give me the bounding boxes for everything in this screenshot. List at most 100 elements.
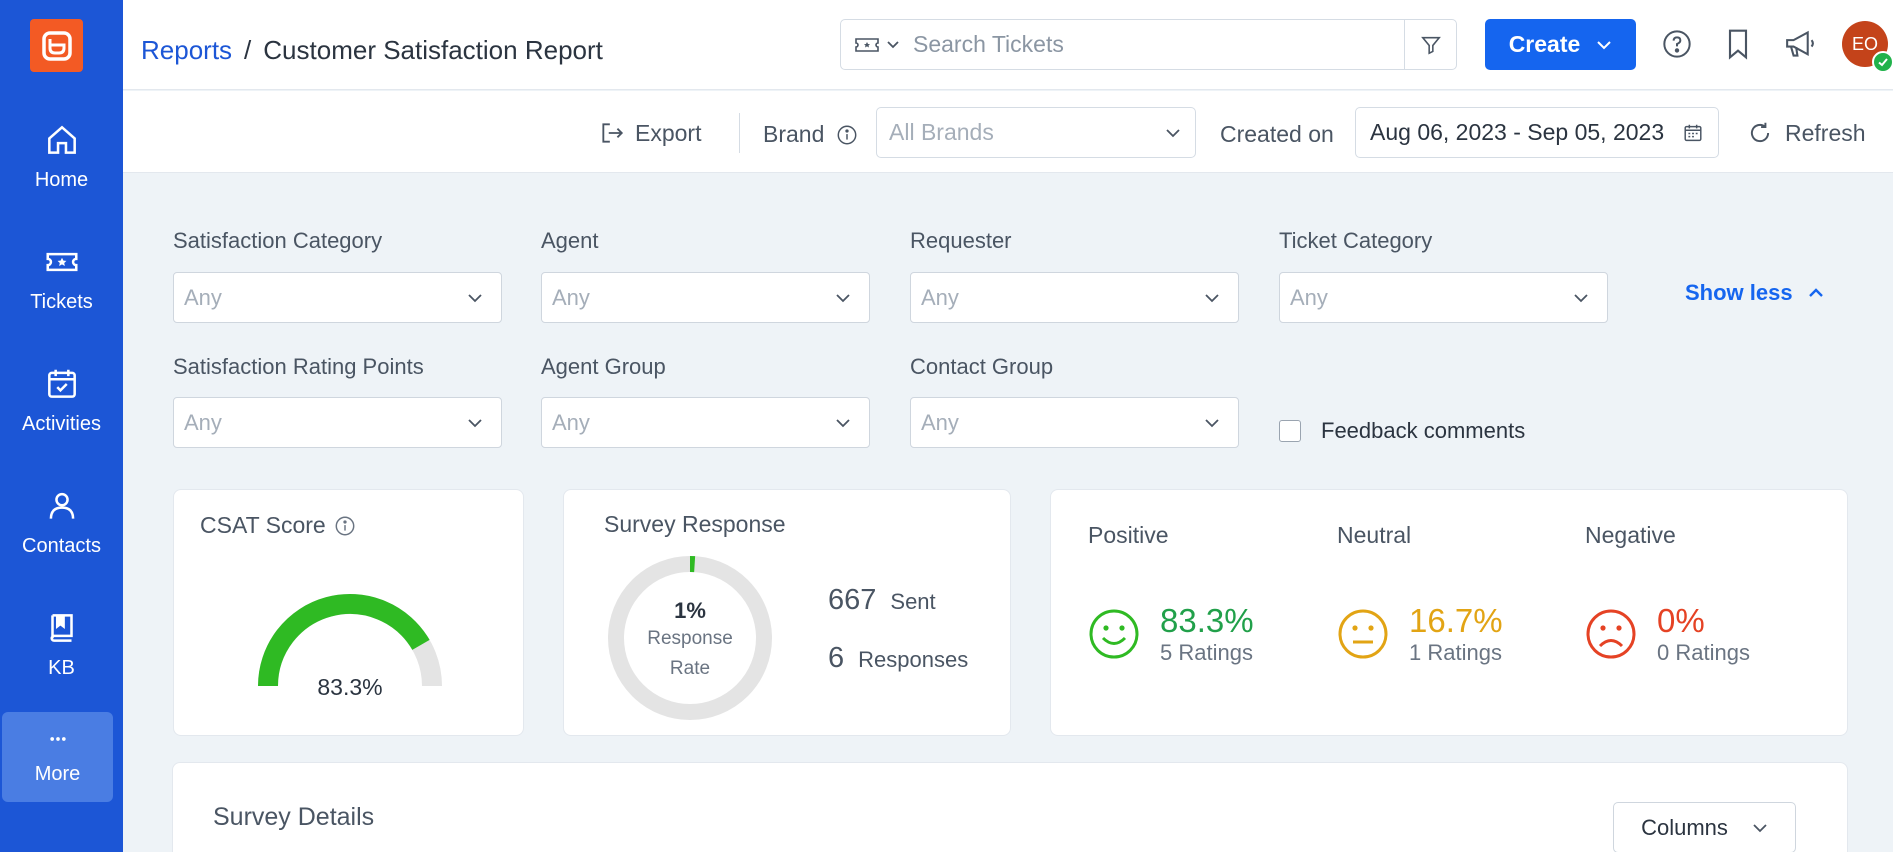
search-filter-button[interactable]	[1404, 20, 1456, 69]
sidebar-item-tickets[interactable]: Tickets	[0, 228, 123, 328]
person-icon	[49, 492, 74, 519]
select-value: Any	[921, 284, 959, 310]
show-less-button[interactable]: Show less	[1685, 280, 1825, 306]
ticket-category-select[interactable]: Any	[1279, 272, 1608, 323]
calendar-check-icon	[47, 369, 76, 398]
more-dots-icon	[49, 736, 66, 741]
chevron-down-icon	[836, 293, 850, 302]
refresh-icon	[1750, 122, 1770, 143]
response-rate-label-1: Response	[647, 628, 733, 649]
date-range-picker[interactable]: Aug 06, 2023 - Sep 05, 2023	[1355, 107, 1719, 158]
sidebar-item-more[interactable]: More	[2, 712, 113, 802]
select-value: Any	[921, 409, 959, 435]
page-title: Customer Satisfaction Report	[263, 35, 603, 65]
logo-icon	[41, 30, 72, 61]
ticket-icon	[855, 37, 879, 52]
columns-label: Columns	[1641, 814, 1728, 840]
sidebar-item-label: Activities	[22, 412, 101, 435]
satisfaction-rating-points-select[interactable]: Any	[173, 397, 502, 448]
contact-group-select[interactable]: Any	[910, 397, 1239, 448]
brand-label: Brand	[763, 121, 858, 148]
chevron-down-icon	[1205, 293, 1219, 302]
select-value: Any	[552, 284, 590, 310]
refresh-button[interactable]: Refresh	[1747, 113, 1866, 153]
neutral-stat: 16.7% 1 Ratings	[1337, 602, 1503, 666]
sidebar-item-activities[interactable]: Activities	[0, 350, 123, 450]
chevron-down-icon	[468, 418, 482, 427]
bookmark-button[interactable]	[1721, 27, 1755, 61]
gauge-fill	[258, 594, 430, 687]
top-header: Reports / Customer Satisfaction Report Cre…	[123, 0, 1893, 90]
agent-group-label: Agent Group	[541, 354, 666, 379]
agent-select[interactable]: Any	[541, 272, 870, 323]
export-icon	[602, 123, 624, 143]
chevron-up-icon	[1808, 288, 1823, 297]
responses-label: Responses	[858, 647, 969, 672]
brand-select[interactable]: All Brands	[876, 107, 1196, 158]
breadcrumb-separator: /	[244, 35, 252, 65]
info-icon[interactable]	[334, 515, 356, 537]
satisfaction-category-select[interactable]: Any	[173, 272, 502, 323]
avatar-initials: EO	[1851, 33, 1878, 54]
columns-button[interactable]: Columns	[1613, 802, 1796, 852]
avatar[interactable]: EO	[1842, 21, 1893, 73]
sidebar-item-kb[interactable]: KB	[0, 594, 123, 694]
feedback-comments-label: Feedback comments	[1321, 418, 1526, 443]
chevron-down-icon	[1753, 823, 1767, 832]
requester-select[interactable]: Any	[910, 272, 1239, 323]
app-logo[interactable]	[30, 19, 83, 72]
create-button-label: Create	[1508, 31, 1581, 57]
positive-label: Positive	[1088, 522, 1169, 548]
neutral-percent: 16.7%	[1409, 602, 1503, 639]
survey-title: Survey Response	[604, 511, 786, 537]
response-rate-center: 1% Response Rate	[608, 598, 772, 684]
search-type-dropdown[interactable]	[841, 20, 913, 69]
chevron-down-icon	[887, 40, 899, 48]
sidebar-item-contacts[interactable]: Contacts	[0, 472, 123, 572]
sentiment-card: Positive 83.3% 5 Ratings Neutral 16.7% 1…	[1050, 489, 1848, 736]
smile-icon	[1089, 609, 1139, 659]
neutral-ratings: 1 Ratings	[1409, 640, 1502, 665]
help-button[interactable]	[1660, 27, 1694, 61]
neutral-face-icon	[1338, 609, 1388, 659]
export-button[interactable]: Export	[599, 113, 701, 153]
sidebar-item-home[interactable]: Home	[0, 106, 123, 206]
survey-details-panel: Survey Details Columns	[172, 762, 1848, 852]
chevron-down-icon	[836, 418, 850, 427]
feedback-comments-toggle[interactable]: Feedback comments	[1279, 418, 1525, 444]
response-rate-donut	[608, 556, 772, 720]
sidebar-item-label: Home	[34, 168, 89, 191]
date-range-value: Aug 06, 2023 - Sep 05, 2023	[1370, 119, 1665, 145]
sent-stat: 667 Sent	[828, 584, 936, 617]
feedback-comments-checkbox[interactable]	[1279, 420, 1301, 442]
sidebar-item-label: Tickets	[30, 290, 93, 313]
report-toolbar: Export Brand All Brands Created on Aug 0…	[123, 91, 1893, 173]
info-icon[interactable]	[836, 124, 858, 146]
agent-label: Agent	[541, 228, 599, 253]
negative-label: Negative	[1585, 522, 1676, 548]
requester-label: Requester	[910, 228, 1012, 253]
response-rate-value: 1%	[674, 598, 706, 623]
sidebar-item-label: Contacts	[22, 534, 101, 557]
frown-icon	[1586, 609, 1636, 659]
home-icon	[47, 125, 76, 154]
select-value: Any	[1290, 284, 1328, 310]
breadcrumb-reports-link[interactable]: Reports	[141, 35, 233, 65]
survey-details-title: Survey Details	[213, 803, 375, 831]
show-less-label: Show less	[1685, 280, 1793, 305]
sidebar: Home Tickets Activities Contacts KB More	[0, 0, 123, 852]
select-value: Any	[552, 409, 590, 435]
positive-ratings: 5 Ratings	[1160, 640, 1253, 665]
search-input[interactable]	[913, 20, 1404, 69]
agent-group-select[interactable]: Any	[541, 397, 870, 448]
csat-title-text: CSAT Score	[200, 512, 326, 538]
negative-percent: 0%	[1657, 602, 1705, 639]
created-on-label: Created on	[1220, 121, 1334, 147]
help-icon	[1663, 30, 1691, 58]
csat-score-card: CSAT Score 83.3%	[173, 489, 524, 736]
response-rate-label-2: Rate	[669, 658, 711, 679]
positive-percent: 83.3%	[1160, 602, 1254, 639]
export-label: Export	[635, 119, 702, 146]
create-button[interactable]: Create	[1485, 19, 1636, 70]
announcements-button[interactable]	[1780, 27, 1820, 61]
